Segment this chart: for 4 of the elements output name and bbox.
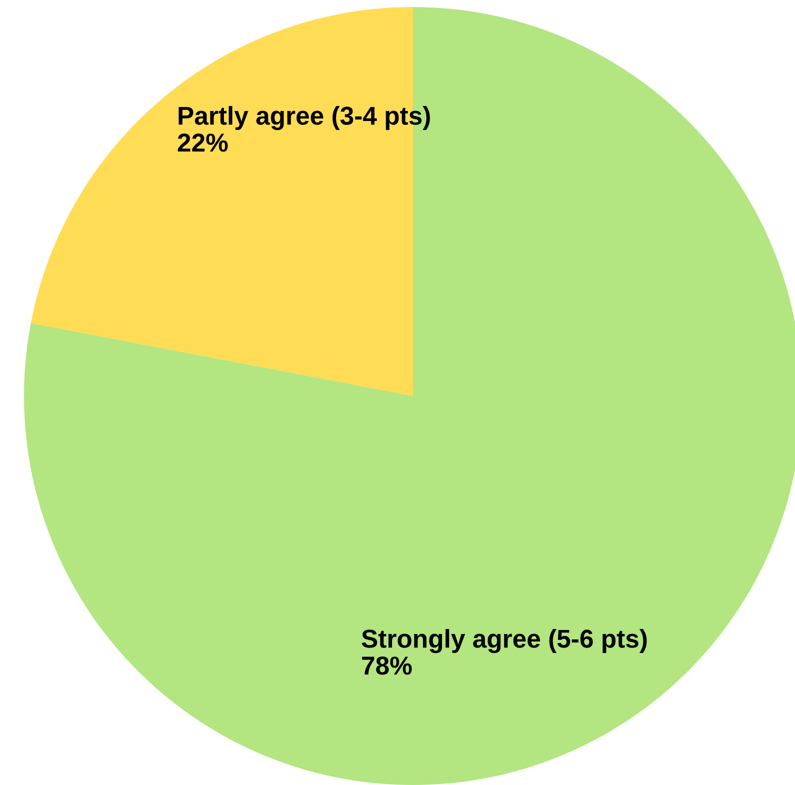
slice-label: Partly agree (3-4 pts) <box>178 106 430 130</box>
data-label: 22% <box>178 134 228 152</box>
slice-label: Strongly agree (5-6 pts) <box>362 629 647 654</box>
data-label: 78% <box>362 656 412 675</box>
